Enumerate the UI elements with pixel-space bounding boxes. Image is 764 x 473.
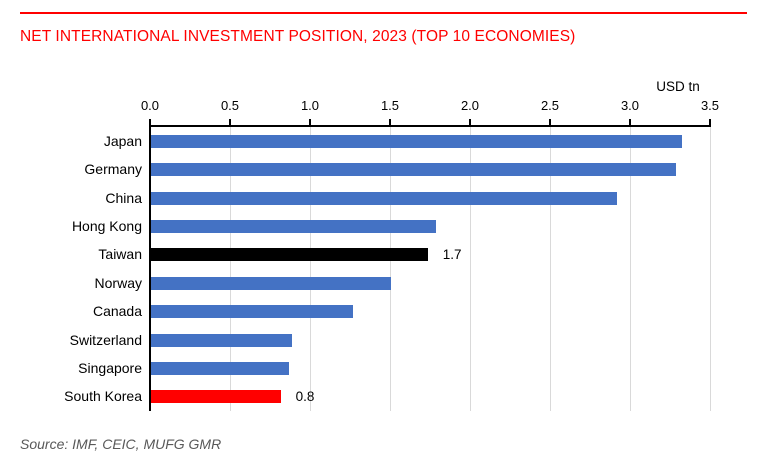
bar-japan [151,134,683,148]
bar-singapore [151,361,289,375]
x-tick-mark [149,119,151,125]
category-label-china: China [105,189,142,206]
x-tick-label: 0.0 [140,98,160,113]
category-label-singapore: Singapore [78,359,142,376]
source-note: Source: IMF, CEIC, MUFG GMR [20,436,222,452]
x-tick-mark [709,119,711,125]
category-label-norway: Norway [94,274,142,291]
x-tick-mark [469,119,471,125]
bar-germany [151,163,676,177]
x-tick-label: 1.5 [380,98,400,113]
bar-switzerland [151,333,292,347]
bar-south-korea [151,390,281,404]
x-tick-mark [549,119,551,125]
category-label-taiwan: Taiwan [98,246,142,263]
x-tick-mark [389,119,391,125]
bar-hong-kong [151,219,436,233]
bar-value-label-south-korea: 0.8 [295,389,315,405]
category-label-germany: Germany [84,161,142,178]
category-label-south-korea: South Korea [64,388,142,405]
x-tick-label: 2.0 [460,98,480,113]
bar-norway [151,276,391,290]
x-tick-mark [229,119,231,125]
x-tick-mark [309,119,311,125]
x-tick-label: 3.5 [700,98,720,113]
category-label-switzerland: Switzerland [69,331,142,348]
gridline [549,127,551,411]
chart-title: NET INTERNATIONAL INVESTMENT POSITION, 2… [20,28,576,45]
bar-canada [151,305,353,319]
gridline [709,127,711,411]
bar-china [151,191,617,205]
category-label-japan: Japan [103,132,142,149]
title-rule [20,12,747,14]
x-tick-mark [629,119,631,125]
category-label-canada: Canada [92,303,142,320]
x-tick-label: 1.0 [300,98,320,113]
gridline [629,127,631,411]
bar-taiwan [151,248,428,262]
x-tick-label: 2.5 [540,98,560,113]
x-tick-label: 0.5 [220,98,240,113]
gridline [309,127,311,411]
gridline [389,127,391,411]
x-tick-label: 3.0 [620,98,640,113]
x-axis-unit-label: USD tn [656,79,700,94]
gridline [469,127,471,411]
bar-value-label-taiwan: 1.7 [442,247,462,263]
x-axis-line [150,125,711,127]
category-label-hong-kong: Hong Kong [71,217,142,234]
y-axis-line [149,125,151,411]
gridline [229,127,231,411]
